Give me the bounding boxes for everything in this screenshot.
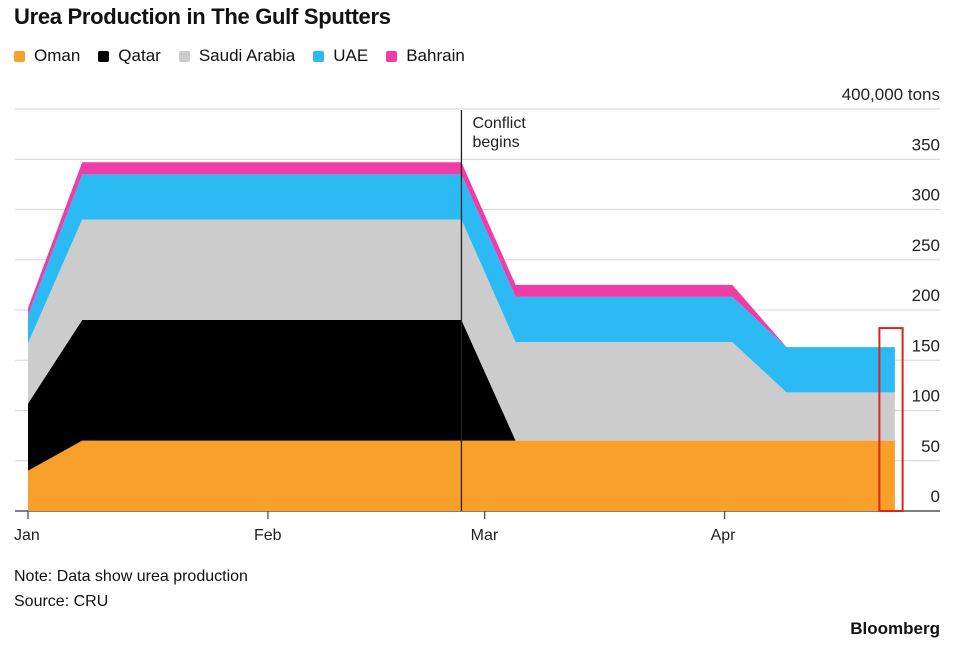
y-unit-label: 400,000 tons <box>842 85 940 104</box>
y-tick-label: 200 <box>912 286 940 305</box>
legend-label: Qatar <box>118 46 161 65</box>
y-tick-label: 150 <box>912 336 940 355</box>
legend-swatch <box>178 50 190 62</box>
y-tick-label: 50 <box>921 437 940 456</box>
legend-label: Bahrain <box>406 46 465 65</box>
area-uae <box>28 174 895 393</box>
legend-label: Saudi Arabia <box>198 46 296 65</box>
source-note: Source: CRU <box>14 593 109 610</box>
chart-title: Urea Production in The Gulf Sputters <box>14 4 391 29</box>
x-tick-label: Feb <box>254 527 282 544</box>
legend-item-qatar: Qatar <box>98 46 161 66</box>
legend-item-uae: UAE <box>313 46 368 66</box>
brand-logo: Bloomberg <box>850 619 940 638</box>
y-tick-label: 0 <box>931 487 940 506</box>
legend-swatch <box>386 50 398 62</box>
legend-item-bahrain: Bahrain <box>386 46 465 66</box>
legend-swatch <box>14 50 25 62</box>
footnote: Note: Data show urea production <box>14 568 248 585</box>
x-tick-label: Apr <box>711 527 737 544</box>
legend-swatch <box>313 50 325 62</box>
annotation-label: Conflict <box>472 115 526 132</box>
legend-swatch <box>98 50 110 62</box>
y-tick-label: 300 <box>912 186 940 205</box>
y-tick-label: 100 <box>912 387 940 406</box>
highlight-box <box>878 327 904 512</box>
area-saudi-arabia <box>28 219 895 441</box>
legend-item-saudi-arabia: Saudi Arabia <box>178 46 296 66</box>
annotation-label: begins <box>472 134 519 151</box>
legend-label: UAE <box>333 46 369 65</box>
legend-item-oman: Oman <box>14 46 80 66</box>
legend: Oman Qatar Saudi Arabia UAE Bahrain <box>14 46 465 66</box>
y-tick-label: 250 <box>912 236 940 255</box>
x-tick-label: Jan <box>14 527 40 544</box>
y-tick-label: 350 <box>912 135 940 154</box>
x-tick-label: Mar <box>471 527 499 544</box>
legend-label: Oman <box>34 46 81 65</box>
